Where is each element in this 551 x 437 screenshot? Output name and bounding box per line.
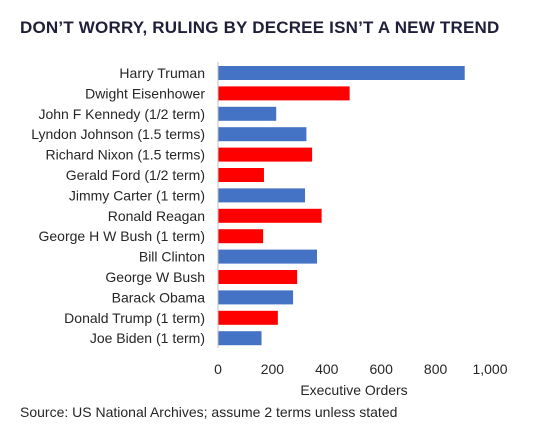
category-label: Dwight Eisenhower xyxy=(85,85,205,101)
category-label: Lyndon Johnson (1.5 terms) xyxy=(31,126,205,142)
bar xyxy=(218,310,278,325)
category-label: Ronald Reagan xyxy=(108,208,205,224)
x-tick-label: 800 xyxy=(424,361,448,377)
bar xyxy=(218,229,264,244)
bar xyxy=(218,127,307,142)
category-label: Joe Biden (1 term) xyxy=(90,330,205,346)
category-label: John F Kennedy (1/2 term) xyxy=(38,106,205,122)
bar xyxy=(218,331,262,346)
bar xyxy=(218,86,350,101)
bar xyxy=(218,168,264,182)
category-label: Richard Nixon (1.5 terms) xyxy=(46,147,206,163)
bar xyxy=(218,147,313,162)
source-note: Source: US National Archives; assume 2 t… xyxy=(20,404,398,420)
category-label: Barack Obama xyxy=(112,289,206,305)
bar xyxy=(218,106,277,121)
bar xyxy=(218,66,465,80)
bar xyxy=(218,290,294,305)
category-label: George H W Bush (1 term) xyxy=(39,228,206,244)
category-label: Bill Clinton xyxy=(139,249,205,265)
category-label: Donald Trump (1 term) xyxy=(64,310,205,326)
category-label: Jimmy Carter (1 term) xyxy=(69,187,205,203)
x-tick-label: 200 xyxy=(261,361,285,377)
x-axis-title: Executive Orders xyxy=(300,382,407,398)
bar xyxy=(218,208,322,223)
x-tick-labels: 0 200 400 600 800 1,000 xyxy=(214,361,508,377)
category-labels: Harry Truman Dwight Eisenhower John F Kenn… xyxy=(31,65,205,346)
bar xyxy=(218,188,306,203)
category-label: Gerald Ford (1/2 term) xyxy=(66,167,205,183)
category-label: Harry Truman xyxy=(119,65,205,81)
chart-title: DON’T WORRY, RULING BY DECREE ISN’T A NE… xyxy=(20,18,500,37)
bar xyxy=(218,270,298,284)
x-tick-label: 600 xyxy=(370,361,394,377)
bars xyxy=(218,66,465,346)
x-tick-label: 400 xyxy=(315,361,339,377)
category-label: George W Bush xyxy=(105,269,205,285)
x-tick-label: 1,000 xyxy=(472,361,507,377)
x-tick-label: 0 xyxy=(214,361,222,377)
bar xyxy=(218,249,318,264)
